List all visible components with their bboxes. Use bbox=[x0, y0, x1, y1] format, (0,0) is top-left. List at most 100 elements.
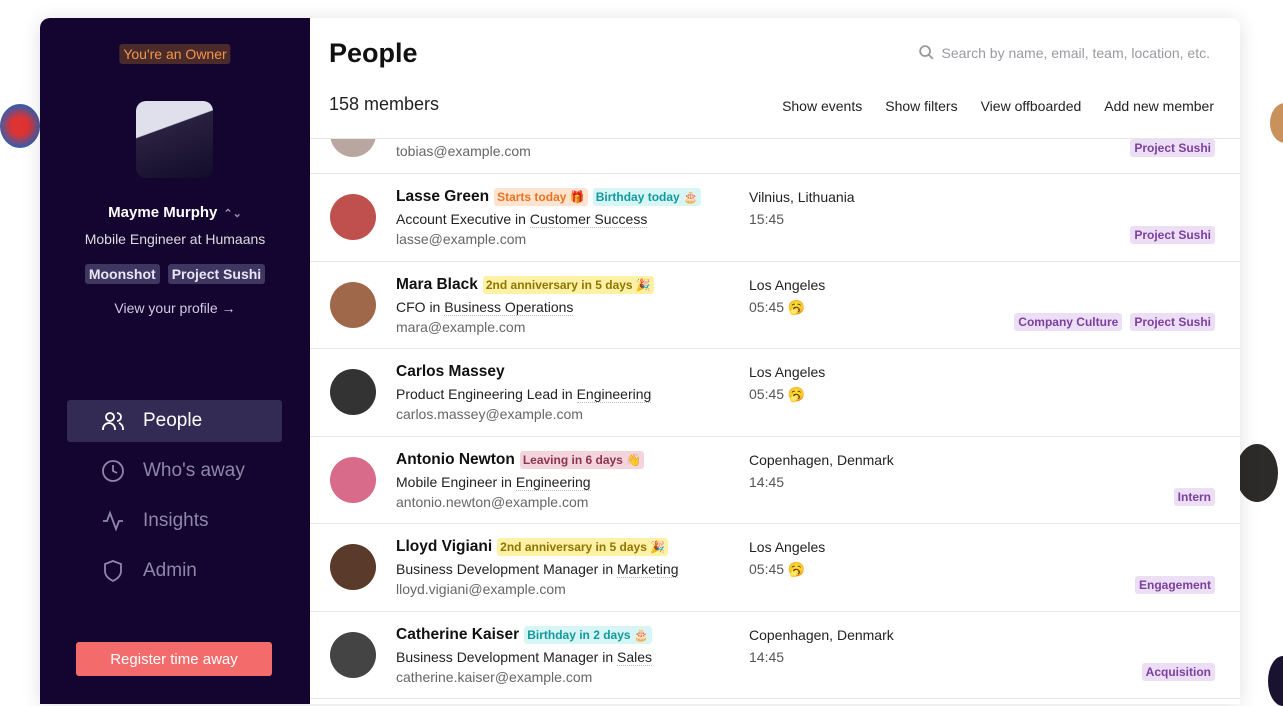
table-row[interactable]: tobias@example.com Project Sushi bbox=[310, 139, 1240, 174]
team-link[interactable]: Sales bbox=[617, 648, 653, 666]
person-name[interactable]: Antonio Newton bbox=[396, 450, 515, 468]
person-name[interactable]: Lloyd Vigiani bbox=[396, 538, 493, 555]
person-local-time: 15:45 bbox=[749, 211, 785, 227]
group-tag[interactable]: Acquisition bbox=[1141, 663, 1215, 681]
member-count: 158 members bbox=[329, 94, 440, 114]
sidebar-item-label: Who's away bbox=[143, 460, 245, 481]
avatar[interactable] bbox=[330, 544, 376, 590]
team-link[interactable]: Engineering bbox=[576, 386, 652, 403]
table-row[interactable]: Lasse Green Starts today 🎁 Birthday today … bbox=[310, 174, 1240, 262]
avatar[interactable] bbox=[330, 369, 376, 415]
group-tag[interactable]: Project Sushi bbox=[1130, 139, 1215, 157]
team-link[interactable]: Business Operations bbox=[444, 298, 574, 316]
sidebar-item-insights[interactable]: Insights bbox=[67, 500, 282, 542]
person-email: lloyd.vigiani@example.com bbox=[396, 581, 566, 597]
person-location: Copenhagen, Denmark bbox=[749, 451, 894, 468]
group-tag[interactable]: Engagement bbox=[1134, 575, 1215, 594]
main-content: People Search by name, email, team, loca… bbox=[310, 18, 1240, 704]
person-local-time: 14:45 bbox=[749, 648, 785, 665]
event-badge: Leaving in 6 days 👋 bbox=[519, 450, 645, 469]
profile-photo[interactable] bbox=[136, 101, 213, 178]
person-location: Los Angeles bbox=[749, 276, 826, 293]
avatar[interactable] bbox=[330, 631, 376, 678]
person-local-time: 14:45 bbox=[749, 473, 785, 490]
page-title: People bbox=[329, 38, 418, 68]
register-time-away-button[interactable]: Register time away bbox=[76, 642, 272, 676]
sidebar-item-admin[interactable]: Admin bbox=[67, 550, 282, 592]
avatar[interactable] bbox=[330, 139, 376, 157]
person-role: Account Executive in Customer Success bbox=[396, 211, 648, 228]
person-local-time: 05:45 🥱 bbox=[749, 386, 806, 402]
person-location: Los Angeles bbox=[749, 364, 826, 380]
show-events-button[interactable]: Show events bbox=[782, 98, 863, 114]
person-location: Vilnius, Lithuania bbox=[749, 189, 855, 205]
search-input[interactable]: Search by name, email, team, location, e… bbox=[918, 44, 1210, 61]
view-offboarded-button[interactable]: View offboarded bbox=[980, 98, 1082, 114]
table-row[interactable]: Catherine Kaiser Birthday in 2 days 🎂 Busi… bbox=[310, 612, 1240, 699]
shield-icon bbox=[104, 560, 122, 583]
person-role: Business Development Manager in Marketin… bbox=[396, 561, 679, 578]
person-location: Los Angeles bbox=[749, 539, 826, 555]
user-name: Mayme Murphy bbox=[108, 204, 218, 221]
avatar[interactable] bbox=[330, 281, 376, 328]
event-badge: 2nd anniversary in 5 days 🎉 bbox=[482, 275, 654, 294]
people-list: tobias@example.com Project Sushi Lasse Gre… bbox=[310, 138, 1240, 704]
background-avatar bbox=[1236, 444, 1278, 502]
user-role: Mobile Engineer at Humaans bbox=[84, 231, 266, 247]
table-row[interactable]: Carlos Massey Product Engineering Lead in… bbox=[310, 349, 1240, 437]
person-local-time: 05:45 🥱 bbox=[749, 561, 806, 577]
clock-icon bbox=[102, 460, 124, 482]
sidebar-item-people[interactable]: People bbox=[67, 400, 282, 442]
person-name[interactable]: Catherine Kaiser bbox=[396, 625, 520, 643]
avatar[interactable] bbox=[330, 456, 376, 503]
team-link[interactable]: Marketing bbox=[617, 561, 679, 578]
view-profile-link[interactable]: View your profile → bbox=[114, 300, 236, 316]
team-link[interactable]: Customer Success bbox=[529, 211, 648, 228]
person-name[interactable]: Lasse Green bbox=[396, 188, 490, 205]
table-row[interactable]: Antonio Newton Leaving in 6 days 👋 Mobile … bbox=[310, 437, 1240, 524]
sidebar-nav: People Who's away Insights Admin bbox=[67, 400, 282, 600]
owner-badge: You're an Owner bbox=[119, 44, 231, 64]
person-email: antonio.newton@example.com bbox=[396, 493, 589, 510]
table-row[interactable]: Lloyd Vigiani 2nd anniversary in 5 days 🎉… bbox=[310, 524, 1240, 612]
add-new-member-button[interactable]: Add new member bbox=[1104, 98, 1214, 114]
person-name[interactable]: Mara Black bbox=[396, 275, 478, 293]
event-badge: 2nd anniversary in 5 days 🎉 bbox=[497, 538, 669, 556]
person-role: CFO in Business Operations bbox=[396, 298, 574, 316]
activity-icon bbox=[103, 510, 123, 532]
group-tag[interactable]: Company Culture bbox=[1014, 313, 1123, 331]
group-tag[interactable]: Project Sushi bbox=[1130, 313, 1215, 331]
person-role: Product Engineering Lead in Engineering bbox=[396, 386, 652, 403]
event-badge: Starts today 🎁 bbox=[494, 188, 588, 206]
sidebar-item-whos-away[interactable]: Who's away bbox=[67, 450, 282, 492]
table-row[interactable]: Mara Black 2nd anniversary in 5 days 🎉 CFO… bbox=[310, 262, 1240, 349]
person-role: Mobile Engineer in Engineering bbox=[396, 473, 591, 491]
group-tag[interactable]: Project Sushi bbox=[1130, 225, 1215, 244]
user-switcher[interactable]: Mayme Murphy ⌃⌄ bbox=[40, 204, 310, 221]
person-name[interactable]: Carlos Massey bbox=[396, 363, 505, 380]
chevron-updown-icon: ⌃⌄ bbox=[223, 208, 242, 220]
user-tag[interactable]: Project Sushi bbox=[167, 264, 266, 284]
person-location: Copenhagen, Denmark bbox=[749, 626, 894, 643]
sidebar-item-label: Admin bbox=[143, 560, 197, 581]
person-role: Business Development Manager in Sales bbox=[396, 648, 653, 666]
person-email: tobias@example.com bbox=[396, 143, 531, 159]
person-email: lasse@example.com bbox=[396, 231, 527, 247]
sidebar-item-label: Insights bbox=[143, 510, 209, 531]
group-tag[interactable]: Intern bbox=[1173, 488, 1215, 506]
sidebar: You're an Owner Mayme Murphy ⌃⌄ Mobile En… bbox=[40, 18, 310, 704]
event-badge: Birthday today 🎂 bbox=[592, 188, 701, 206]
event-badge: Birthday in 2 days 🎂 bbox=[524, 625, 652, 644]
person-local-time: 05:45 🥱 bbox=[749, 298, 806, 315]
background-avatar bbox=[1270, 103, 1283, 143]
person-email: catherine.kaiser@example.com bbox=[396, 668, 593, 685]
background-avatar bbox=[0, 104, 40, 148]
sidebar-item-label: People bbox=[143, 410, 203, 431]
avatar[interactable] bbox=[330, 194, 376, 240]
app-window: You're an Owner Mayme Murphy ⌃⌄ Mobile En… bbox=[40, 18, 1240, 704]
person-email: mara@example.com bbox=[396, 318, 526, 335]
user-tag[interactable]: Moonshot bbox=[84, 264, 160, 284]
team-link[interactable]: Engineering bbox=[515, 473, 591, 491]
show-filters-button[interactable]: Show filters bbox=[885, 98, 958, 114]
background-avatar bbox=[1268, 656, 1283, 706]
